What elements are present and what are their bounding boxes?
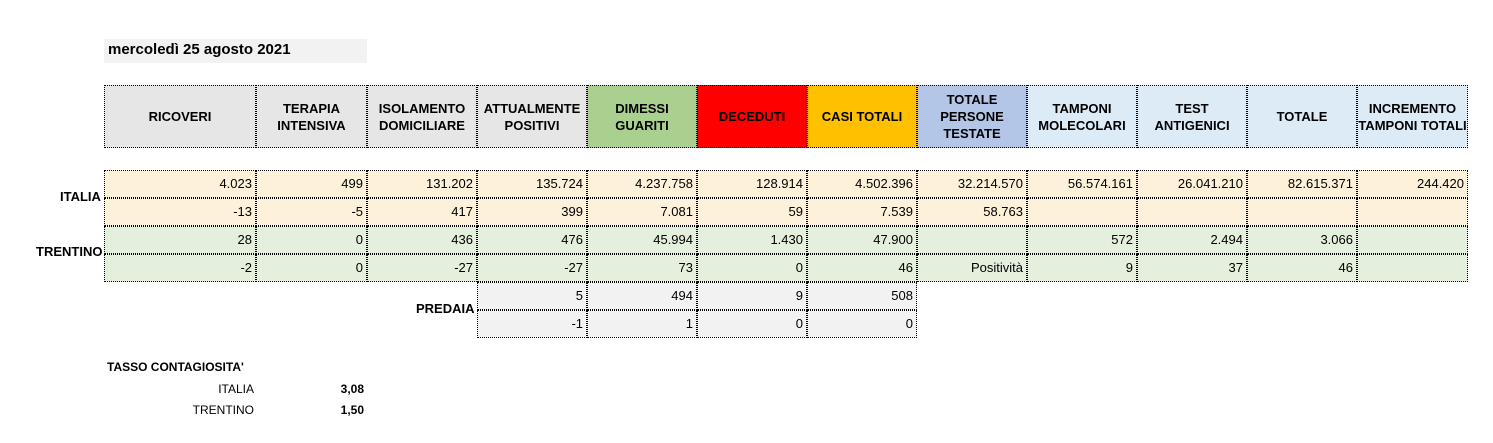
trentino-row1-cell: 45.994	[587, 226, 697, 254]
tasso-italia-label: ITALIA	[218, 382, 254, 396]
trentino-label: TRENTINO	[36, 244, 103, 259]
column-header: TOTALE PERSONE TESTATE	[917, 85, 1027, 148]
column-header: RICOVERI	[104, 85, 256, 148]
italia-row2-cell: 417	[367, 198, 477, 226]
trentino-row2-cell: Positività	[917, 254, 1027, 282]
trentino-row1-cell: 2.494	[1137, 226, 1247, 254]
italia-row1-cell: 135.724	[477, 170, 587, 198]
column-header: TERAPIA INTENSIVA	[256, 85, 367, 148]
italia-row2-cell: -13	[104, 198, 256, 226]
predaia-row1-cell: 9	[697, 282, 807, 310]
italia-row1-cell: 4.237.758	[587, 170, 697, 198]
tasso-italia-value: 3,08	[340, 382, 364, 396]
italia-row1-cell: 32.214.570	[917, 170, 1027, 198]
italia-row2-cell	[1247, 198, 1357, 226]
trentino-row2-cell: 37	[1137, 254, 1247, 282]
column-header: DECEDUTI	[697, 85, 807, 148]
italia-row1-cell: 82.615.371	[1247, 170, 1357, 198]
trentino-row2-cell: 0	[256, 254, 367, 282]
italia-row1-cell: 4.023	[104, 170, 256, 198]
column-header: TOTALE	[1247, 85, 1357, 148]
trentino-row1-cell: 572	[1027, 226, 1137, 254]
italia-row1-cell: 56.574.161	[1027, 170, 1137, 198]
italia-row1-cell: 499	[256, 170, 367, 198]
predaia-row1-cell: 508	[807, 282, 917, 310]
italia-row2-cell: 59	[697, 198, 807, 226]
italia-row1-cell: 128.914	[697, 170, 807, 198]
column-header: CASI TOTALI	[807, 85, 917, 148]
predaia-row1-cell: 5	[477, 282, 587, 310]
trentino-row2-cell	[1357, 254, 1468, 282]
italia-row2-cell: -5	[256, 198, 367, 226]
italia-row1-cell: 131.202	[367, 170, 477, 198]
italia-row2-cell: 58.763	[917, 198, 1027, 226]
trentino-row2-cell: 0	[697, 254, 807, 282]
trentino-row2-cell: -27	[367, 254, 477, 282]
predaia-label: PREDAIA	[416, 301, 475, 316]
trentino-row1-cell: 436	[367, 226, 477, 254]
italia-row2-cell: 7.539	[807, 198, 917, 226]
italia-row2-cell: 399	[477, 198, 587, 226]
column-header: ATTUALMENTE POSITIVI	[477, 85, 587, 148]
column-header: DIMESSI GUARITI	[587, 85, 697, 148]
tasso-trentino-value: 1,50	[340, 403, 364, 417]
italia-row1-cell: 4.502.396	[807, 170, 917, 198]
trentino-row1-cell: 476	[477, 226, 587, 254]
trentino-row1-cell	[1357, 226, 1468, 254]
italia-row2-cell	[1137, 198, 1247, 226]
trentino-row2-cell: -2	[104, 254, 256, 282]
italia-row2-cell: 7.081	[587, 198, 697, 226]
column-header: TAMPONI MOLECOLARI	[1027, 85, 1137, 148]
predaia-row2-cell: 1	[587, 310, 697, 338]
trentino-row2-cell: 9	[1027, 254, 1137, 282]
italia-row1-cell: 26.041.210	[1137, 170, 1247, 198]
date-label: mercoledì 25 agosto 2021	[104, 39, 367, 63]
italia-row2-cell	[1357, 198, 1468, 226]
predaia-row2-cell: 0	[807, 310, 917, 338]
predaia-row2-cell: 0	[697, 310, 807, 338]
predaia-row2-cell: -1	[477, 310, 587, 338]
predaia-row1-cell: 494	[587, 282, 697, 310]
trentino-row1-cell: 0	[256, 226, 367, 254]
trentino-row1-cell	[917, 226, 1027, 254]
italia-row2-cell	[1027, 198, 1137, 226]
trentino-row1-cell: 28	[104, 226, 256, 254]
tasso-trentino-label: TRENTINO	[192, 403, 254, 417]
trentino-row2-cell: 73	[587, 254, 697, 282]
trentino-row1-cell: 3.066	[1247, 226, 1357, 254]
italia-row1-cell: 244.420	[1357, 170, 1468, 198]
trentino-row2-cell: 46	[1247, 254, 1357, 282]
column-header: INCREMENTO TAMPONI TOTALI	[1357, 85, 1468, 148]
trentino-row1-cell: 47.900	[807, 226, 917, 254]
trentino-row1-cell: 1.430	[697, 226, 807, 254]
italia-label: ITALIA	[60, 189, 101, 204]
column-header: ISOLAMENTO DOMICILIARE	[367, 85, 477, 148]
column-header: TEST ANTIGENICI	[1137, 85, 1247, 148]
trentino-row2-cell: 46	[807, 254, 917, 282]
tasso-title: TASSO CONTAGIOSITA'	[107, 360, 244, 374]
trentino-row2-cell: -27	[477, 254, 587, 282]
